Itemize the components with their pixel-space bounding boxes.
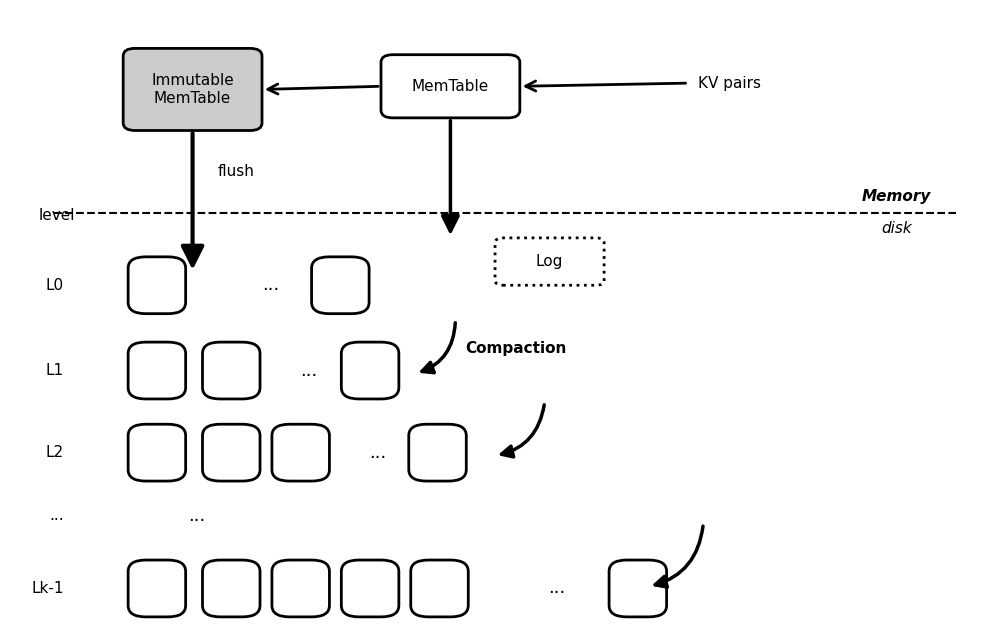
FancyBboxPatch shape	[128, 560, 186, 617]
FancyBboxPatch shape	[203, 342, 260, 399]
Text: level: level	[39, 207, 75, 223]
Text: ...: ...	[369, 444, 387, 461]
FancyBboxPatch shape	[312, 257, 369, 314]
Text: ...: ...	[188, 507, 205, 525]
Text: ...: ...	[49, 508, 64, 524]
Text: MemTable: MemTable	[412, 79, 489, 94]
Text: ...: ...	[262, 276, 280, 294]
FancyBboxPatch shape	[128, 342, 186, 399]
Text: Immutable
MemTable: Immutable MemTable	[151, 73, 234, 106]
FancyBboxPatch shape	[128, 257, 186, 314]
FancyBboxPatch shape	[341, 342, 399, 399]
FancyBboxPatch shape	[203, 424, 260, 481]
FancyBboxPatch shape	[203, 560, 260, 617]
Text: Lk-1: Lk-1	[31, 581, 64, 596]
FancyBboxPatch shape	[409, 424, 466, 481]
Text: KV pairs: KV pairs	[698, 76, 761, 91]
FancyBboxPatch shape	[609, 560, 667, 617]
Text: disk: disk	[881, 221, 912, 236]
FancyBboxPatch shape	[495, 238, 604, 285]
FancyBboxPatch shape	[341, 560, 399, 617]
Text: ...: ...	[548, 579, 565, 598]
FancyBboxPatch shape	[411, 560, 468, 617]
Text: L0: L0	[46, 278, 64, 292]
FancyBboxPatch shape	[272, 424, 329, 481]
Text: Compaction: Compaction	[465, 341, 567, 356]
FancyBboxPatch shape	[123, 49, 262, 131]
FancyBboxPatch shape	[381, 54, 520, 118]
Text: L1: L1	[46, 363, 64, 378]
Text: flush: flush	[217, 164, 254, 179]
FancyBboxPatch shape	[128, 424, 186, 481]
FancyBboxPatch shape	[272, 560, 329, 617]
Text: ...: ...	[300, 362, 317, 380]
Text: Memory: Memory	[862, 189, 931, 204]
Text: Log: Log	[536, 254, 563, 269]
Text: L2: L2	[46, 445, 64, 460]
